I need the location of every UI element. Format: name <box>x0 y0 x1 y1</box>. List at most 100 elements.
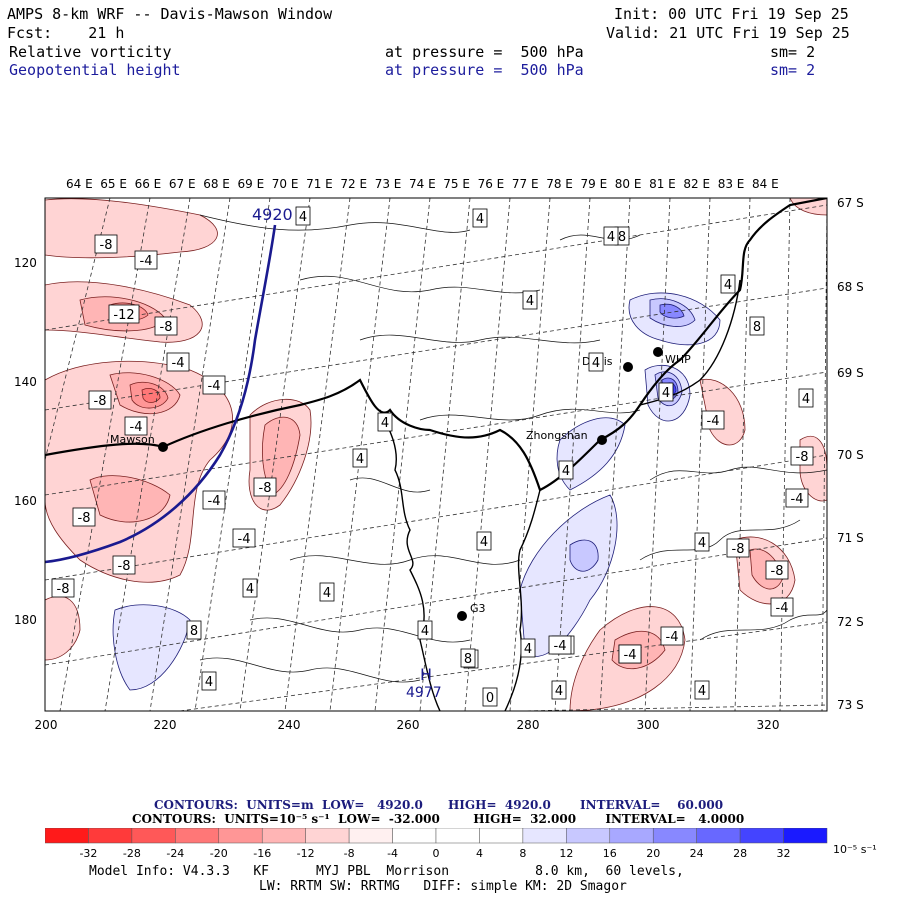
longitude-label: 67 E <box>168 177 196 191</box>
vorticity-label-box <box>476 531 492 551</box>
vorticity-label: 4 <box>381 416 389 431</box>
colorbar-swatch <box>696 828 741 844</box>
field2-level: at pressure = 500 hPa <box>385 61 584 79</box>
vorticity-label: 4 <box>205 675 213 690</box>
vorticity-label-box <box>94 234 118 254</box>
vorticity-label-box <box>319 582 335 602</box>
longitude-label: 81 E <box>649 177 676 191</box>
vorticity-label-box <box>720 274 736 294</box>
vorticity-label: -4 <box>554 639 567 654</box>
colorbar-tick-label: 24 <box>689 847 704 860</box>
vorticity-label-box <box>134 250 158 270</box>
colorbar-tick-label: 16 <box>602 847 617 860</box>
vorticity-contour-info: CONTOURS: UNITS=10⁻⁵ s⁻¹ LOW= -32.000 HI… <box>132 812 745 826</box>
station-markers <box>158 347 663 621</box>
longitude-label: 69 E <box>237 177 265 191</box>
longitude-label: 72 E <box>340 177 368 191</box>
vorticity-label: -4 <box>130 420 143 435</box>
vorticity-label: 8 <box>753 320 761 335</box>
longitude-label: 77 E <box>511 177 539 191</box>
vorticity-label: 4 <box>524 642 532 657</box>
latitude-label: 72 S <box>837 615 864 629</box>
vorticity-label: 4 <box>562 464 570 479</box>
field2-smooth: sm= 2 <box>770 61 816 79</box>
vorticity-label: -8 <box>100 238 113 253</box>
height-label: 4977 <box>406 685 442 701</box>
vorticity-label: 4 <box>246 582 254 597</box>
colorbar-tick-label: -16 <box>253 847 272 860</box>
colorbar-swatch <box>783 828 828 844</box>
latitude-label: 71 S <box>837 531 864 545</box>
vorticity-label: 4 <box>592 356 600 371</box>
vorticity-label: -4 <box>140 254 153 269</box>
vorticity-label-box <box>352 448 368 468</box>
longitude-label: 79 E <box>580 177 608 191</box>
colorbar-swatch <box>175 828 220 844</box>
colorbar-units: 10⁻⁵ s⁻¹ <box>833 843 877 856</box>
longitude-label: 74 E <box>409 177 436 191</box>
vorticity-label-box <box>377 412 393 432</box>
vorticity-label-box <box>701 410 725 430</box>
vorticity-label-box <box>166 352 190 372</box>
x-tick-label: 220 <box>153 718 177 732</box>
colorbar-swatch <box>261 828 306 844</box>
longitude-label: 73 E <box>374 177 402 191</box>
vorticity-label-box <box>765 560 789 580</box>
vorticity-label-box <box>790 446 814 466</box>
height-contour-4920 <box>45 224 277 564</box>
x-tick-label: 280 <box>516 718 540 732</box>
vorticity-label: -4 <box>666 630 679 645</box>
longitude-label: 78 E <box>546 177 573 191</box>
colorbar-swatch <box>305 828 350 844</box>
vorticity-label-box <box>482 687 498 707</box>
vorticity-label-box <box>186 620 202 640</box>
latitude-label: 70 S <box>837 448 864 462</box>
vorticity-label-box <box>785 488 809 508</box>
vorticity-label: 4 <box>356 452 364 467</box>
colorbar-swatch <box>609 828 654 844</box>
latitude-label: 68 S <box>837 280 864 294</box>
vorticity-label-box <box>124 416 148 436</box>
vorticity-label: 8 <box>464 652 472 667</box>
vorticity-label: 4 <box>323 586 331 601</box>
vorticity-label: 4 <box>476 212 484 227</box>
latitude-label: 69 S <box>837 366 864 380</box>
longitude-label: 76 E <box>477 177 505 191</box>
latitude-label: 67 S <box>837 196 864 210</box>
product-title: AMPS 8-km WRF -- Davis-Mawson Window <box>7 5 333 23</box>
vorticity-label: 4 <box>724 278 732 293</box>
colorbar-tick-label: -8 <box>343 847 355 860</box>
colorbar-swatch <box>479 828 524 844</box>
colorbar-tick-label: 0 <box>432 847 440 860</box>
vorticity-label: -4 <box>238 532 251 547</box>
colorbar-swatch <box>348 828 393 844</box>
colorbar-tick-label: 12 <box>559 847 574 860</box>
longitude-label: 68 E <box>203 177 230 191</box>
vorticity-label: -4 <box>208 494 221 509</box>
vorticity-label: -4 <box>776 601 789 616</box>
vorticity-label: -4 <box>791 492 804 507</box>
x-tick-label: 200 <box>34 718 58 732</box>
vorticity-label: 4 <box>555 684 563 699</box>
vorticity-label: -4 <box>624 648 637 663</box>
vorticity-label-box <box>770 597 794 617</box>
coastline <box>45 198 827 492</box>
vorticity-label: -12 <box>113 308 134 323</box>
vorticity-label-box <box>154 316 178 336</box>
x-tick-label: 240 <box>277 718 301 732</box>
vorticity-label-box <box>520 638 536 658</box>
colorbar-swatch <box>131 828 176 844</box>
station-label-mawson: Mawson <box>110 433 155 446</box>
vorticity-label-box <box>232 528 256 548</box>
vorticity-label: 8 <box>618 230 626 245</box>
vorticity-label: -8 <box>732 542 745 557</box>
colorbar <box>45 828 828 844</box>
vorticity-label: 0 <box>486 691 494 706</box>
colorbar-swatch <box>522 828 567 844</box>
model-info-2: LW: RRTM SW: RRTMG DIFF: simple KM: 2D S… <box>259 879 627 894</box>
vorticity-label-box <box>460 648 476 668</box>
vorticity-label-box <box>558 460 574 480</box>
colorbar-swatch <box>739 828 784 844</box>
longitude-label: 66 E <box>134 177 162 191</box>
